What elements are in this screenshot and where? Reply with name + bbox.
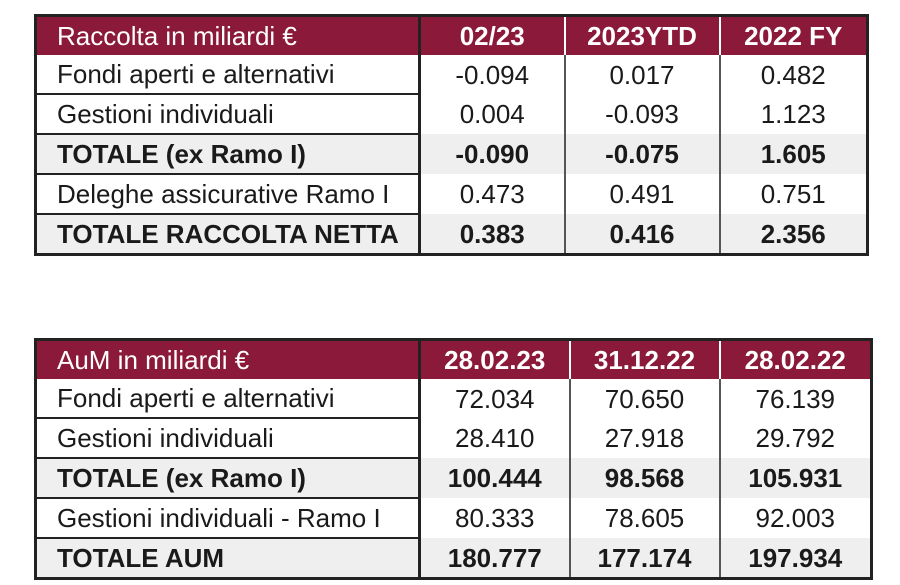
cell-value: 177.174 — [568, 538, 720, 579]
row-label: Fondi aperti e alternativi — [35, 379, 421, 419]
header-col-3: 2022 FY — [718, 15, 868, 55]
table-row-total: TOTALE RACCOLTA NETTA 0.383 0.416 2.356 — [35, 214, 868, 256]
cell-value: 100.444 — [419, 458, 570, 498]
cell-value: -0.093 — [563, 94, 720, 134]
table-header-row: Raccolta in miliardi € 02/23 2023YTD 202… — [35, 15, 868, 55]
cell-value: 29.792 — [718, 418, 872, 458]
cell-value: 1.123 — [718, 94, 868, 134]
cell-value: 70.650 — [568, 379, 720, 418]
header-label: Raccolta in miliardi € — [35, 15, 421, 55]
table-row-total: TOTALE AUM 180.777 177.174 197.934 — [35, 538, 872, 580]
row-label: Gestioni individuali — [35, 94, 421, 135]
table-row-total: TOTALE (ex Ramo I) 100.444 98.568 105.93… — [35, 458, 872, 499]
row-label: Gestioni individuali — [35, 418, 421, 459]
cell-value: 78.605 — [568, 498, 720, 538]
cell-value: 0.473 — [459, 179, 525, 209]
cell-value: 80.333 — [454, 503, 535, 533]
table-row: Fondi aperti e alternativi -0.094 0.017 … — [35, 55, 868, 95]
header-label: AuM in miliardi € — [35, 339, 421, 379]
cell-value: 27.918 — [568, 418, 720, 458]
header-col-2: 2023YTD — [563, 15, 720, 55]
row-label: TOTALE AUM — [35, 538, 421, 580]
cell-value: 28.410 — [454, 423, 535, 453]
header-col-3: 28.02.22 — [718, 339, 872, 379]
table-row-total: TOTALE (ex Ramo I) -0.090 -0.075 1.605 — [35, 134, 868, 175]
cell-value: 0.751 — [718, 174, 868, 214]
cell-value: 105.931 — [718, 458, 872, 498]
cell-value: 0.482 — [718, 55, 868, 94]
cell-value: -0.090 — [419, 134, 565, 174]
table-row: Fondi aperti e alternativi 72.034 70.650… — [35, 379, 872, 419]
cell-value: 92.003 — [718, 498, 872, 538]
cell-value: 197.934 — [718, 538, 872, 579]
cell-value: -0.075 — [563, 134, 720, 174]
cell-value: 76.139 — [718, 379, 872, 418]
cell-value: 2.356 — [718, 214, 868, 255]
table-header-row: AuM in miliardi € 28.02.23 31.12.22 28.0… — [35, 339, 872, 379]
aum-table: AuM in miliardi € 28.02.23 31.12.22 28.0… — [34, 338, 873, 580]
row-label: TOTALE (ex Ramo I) — [35, 458, 421, 499]
cell-value: 180.777 — [419, 538, 570, 579]
cell-value: 0.383 — [419, 214, 565, 255]
raccolta-table: Raccolta in miliardi € 02/23 2023YTD 202… — [34, 14, 869, 256]
row-label: Gestioni individuali - Ramo I — [35, 498, 421, 539]
cell-value: -0.094 — [455, 59, 530, 90]
header-col-1: 02/23 — [419, 15, 565, 55]
header-col-1: 28.02.23 — [419, 339, 570, 379]
cell-value: 1.605 — [718, 134, 868, 174]
cell-value: 0.017 — [563, 55, 720, 94]
cell-value: 72.034 — [454, 383, 535, 414]
cell-value: 98.568 — [568, 458, 720, 498]
row-label: Fondi aperti e alternativi — [35, 55, 421, 95]
cell-value: 0.416 — [563, 214, 720, 255]
cell-value: 0.004 — [459, 99, 525, 129]
row-label: TOTALE RACCOLTA NETTA — [35, 214, 421, 256]
cell-value: 0.491 — [563, 174, 720, 214]
row-label: Deleghe assicurative Ramo I — [35, 174, 421, 215]
table-row: Gestioni individuali 0.004 -0.093 1.123 — [35, 94, 868, 135]
row-label: TOTALE (ex Ramo I) — [35, 134, 421, 175]
table-row: Deleghe assicurative Ramo I 0.473 0.491 … — [35, 174, 868, 215]
table-row: Gestioni individuali - Ramo I 80.333 78.… — [35, 498, 872, 539]
table-row: Gestioni individuali 28.410 27.918 29.79… — [35, 418, 872, 459]
header-col-2: 31.12.22 — [568, 339, 720, 379]
